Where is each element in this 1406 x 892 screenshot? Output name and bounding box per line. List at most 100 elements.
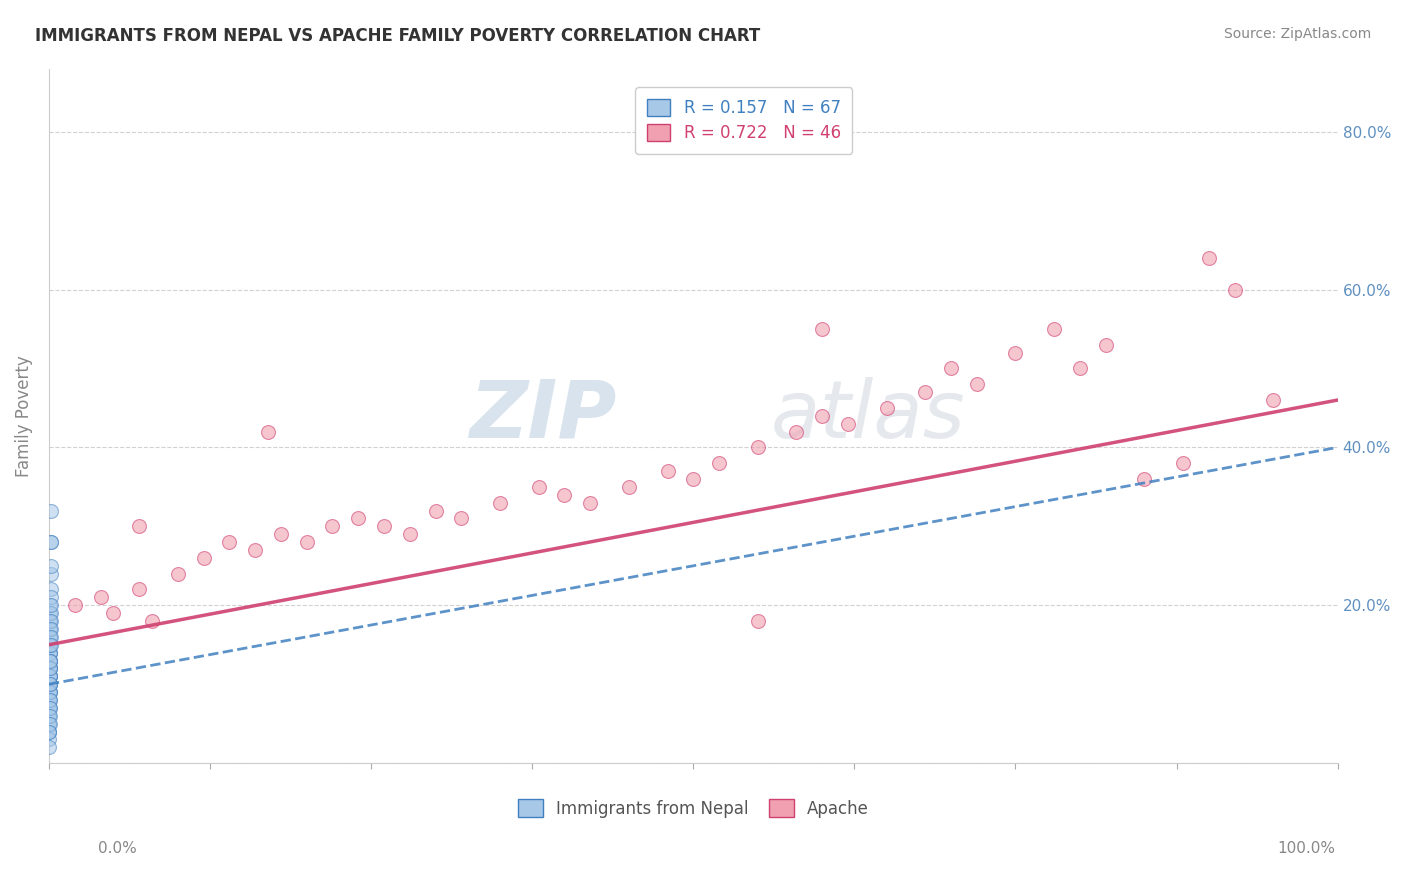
Point xyxy=(682,472,704,486)
Point xyxy=(39,558,62,573)
Legend: Immigrants from Nepal, Apache: Immigrants from Nepal, Apache xyxy=(512,793,876,824)
Point xyxy=(38,614,60,628)
Point xyxy=(38,677,60,691)
Point xyxy=(38,653,60,667)
Point xyxy=(39,638,62,652)
Point xyxy=(39,614,62,628)
Point xyxy=(38,661,60,675)
Point xyxy=(38,614,60,628)
Point xyxy=(39,606,62,620)
Point xyxy=(128,582,150,597)
Point xyxy=(489,496,512,510)
Point xyxy=(1133,472,1156,486)
Point xyxy=(38,677,60,691)
Point xyxy=(38,693,60,707)
Point xyxy=(39,582,62,597)
Point xyxy=(38,685,60,699)
Point xyxy=(38,701,60,715)
Point xyxy=(553,488,575,502)
Point xyxy=(39,622,62,636)
Point xyxy=(837,417,859,431)
Point xyxy=(38,701,60,715)
Point xyxy=(38,638,60,652)
Point xyxy=(193,550,215,565)
Point xyxy=(39,622,62,636)
Point xyxy=(747,441,769,455)
Point xyxy=(39,677,62,691)
Point xyxy=(39,599,62,613)
Point xyxy=(38,708,60,723)
Point xyxy=(39,653,62,667)
Point xyxy=(1198,251,1220,265)
Point xyxy=(38,716,60,731)
Point xyxy=(63,599,86,613)
Point xyxy=(39,638,62,652)
Point xyxy=(218,535,240,549)
Point xyxy=(38,685,60,699)
Y-axis label: Family Poverty: Family Poverty xyxy=(15,355,32,476)
Point xyxy=(785,425,807,439)
Point xyxy=(39,503,62,517)
Point xyxy=(373,519,395,533)
Point xyxy=(1223,283,1246,297)
Text: Source: ZipAtlas.com: Source: ZipAtlas.com xyxy=(1223,27,1371,41)
Point xyxy=(38,685,60,699)
Point xyxy=(876,401,898,415)
Point xyxy=(39,646,62,660)
Point xyxy=(39,630,62,644)
Point xyxy=(38,701,60,715)
Point xyxy=(38,693,60,707)
Point xyxy=(425,503,447,517)
Point xyxy=(38,661,60,675)
Point xyxy=(1069,361,1091,376)
Text: atlas: atlas xyxy=(770,376,966,455)
Point xyxy=(617,480,640,494)
Text: ZIP: ZIP xyxy=(468,376,616,455)
Point xyxy=(38,677,60,691)
Point xyxy=(39,630,62,644)
Point xyxy=(450,511,472,525)
Point xyxy=(257,425,280,439)
Point xyxy=(38,669,60,683)
Point xyxy=(707,456,730,470)
Text: 0.0%: 0.0% xyxy=(98,841,138,856)
Point xyxy=(39,638,62,652)
Point xyxy=(1171,456,1194,470)
Point xyxy=(38,685,60,699)
Point xyxy=(38,724,60,739)
Point xyxy=(39,661,62,675)
Point xyxy=(39,661,62,675)
Point xyxy=(747,614,769,628)
Point xyxy=(398,527,420,541)
Text: IMMIGRANTS FROM NEPAL VS APACHE FAMILY POVERTY CORRELATION CHART: IMMIGRANTS FROM NEPAL VS APACHE FAMILY P… xyxy=(35,27,761,45)
Point xyxy=(39,669,62,683)
Point xyxy=(39,653,62,667)
Point xyxy=(38,732,60,747)
Point xyxy=(914,385,936,400)
Text: 100.0%: 100.0% xyxy=(1278,841,1336,856)
Point xyxy=(38,724,60,739)
Point xyxy=(811,322,834,336)
Point xyxy=(1004,345,1026,359)
Point xyxy=(811,409,834,423)
Point xyxy=(39,591,62,605)
Point xyxy=(39,622,62,636)
Point xyxy=(39,566,62,581)
Point xyxy=(166,566,188,581)
Point xyxy=(39,630,62,644)
Point xyxy=(347,511,370,525)
Point xyxy=(38,693,60,707)
Point xyxy=(39,669,62,683)
Point xyxy=(39,535,62,549)
Point xyxy=(141,614,163,628)
Point xyxy=(939,361,962,376)
Point xyxy=(1043,322,1066,336)
Point xyxy=(270,527,292,541)
Point xyxy=(39,653,62,667)
Point xyxy=(38,669,60,683)
Point xyxy=(38,606,60,620)
Point xyxy=(89,591,111,605)
Point xyxy=(527,480,550,494)
Point xyxy=(38,693,60,707)
Point xyxy=(38,724,60,739)
